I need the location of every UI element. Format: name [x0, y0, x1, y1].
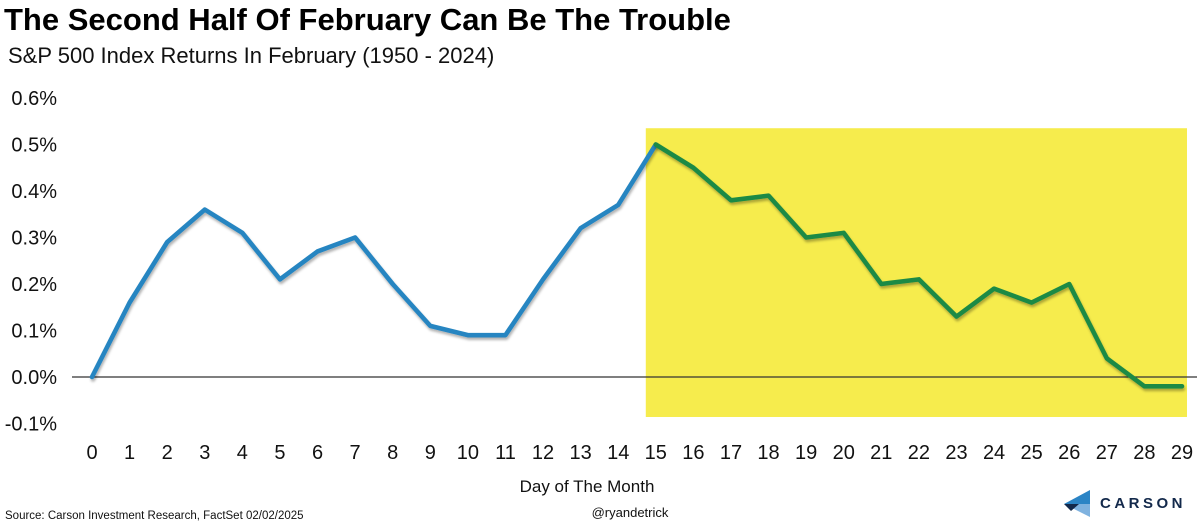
x-tick-label: 4: [237, 442, 248, 464]
twitter-handle: @ryandetrick: [591, 505, 669, 520]
x-tick-label: 11: [495, 442, 516, 464]
x-tick-label: 6: [312, 442, 323, 464]
x-tick-label: 7: [350, 442, 361, 464]
x-tick-label: 15: [645, 442, 667, 464]
x-axis-title: Day of The Month: [519, 477, 655, 496]
x-tick-label: 0: [86, 442, 97, 464]
x-tick-label: 1: [124, 442, 135, 464]
second-half-of-month-line: [653, 142, 1185, 389]
x-tick-label: 18: [757, 442, 779, 464]
y-tick-label: 0.0%: [11, 367, 57, 389]
y-tick-label: 0.2%: [11, 274, 57, 296]
x-tick-label: 28: [1133, 442, 1155, 464]
x-tick-label: 23: [945, 442, 967, 464]
carson-logo-icon: [1064, 490, 1090, 517]
x-tick-label: 21: [870, 442, 892, 464]
x-tick-label: 3: [199, 442, 210, 464]
x-tick-label: 5: [274, 442, 285, 464]
x-tick-label: 10: [457, 442, 479, 464]
x-tick-label: 25: [1021, 442, 1043, 464]
x-tick-label: 19: [795, 442, 817, 464]
y-tick-label: 0.1%: [11, 321, 57, 343]
x-tick-label: 2: [162, 442, 173, 464]
x-tick-label: 17: [720, 442, 742, 464]
x-tick-label: 24: [983, 442, 1005, 464]
x-tick-label: 9: [425, 442, 436, 464]
carson-logo-text: CARSON: [1100, 495, 1187, 512]
x-tick-label: 13: [569, 442, 591, 464]
y-tick-label: 0.6%: [11, 88, 57, 110]
first-half-of-month-line: [89, 142, 659, 380]
y-tick-label: -0.1%: [5, 414, 57, 436]
chart-subtitle: S&P 500 Index Returns In February (1950 …: [8, 43, 495, 68]
x-tick-label: 27: [1096, 442, 1118, 464]
x-tick-label: 26: [1058, 442, 1080, 464]
y-tick-label: 0.5%: [11, 135, 57, 157]
x-tick-label: 16: [682, 442, 704, 464]
y-tick-label: 0.4%: [11, 181, 57, 203]
chart-title: The Second Half Of February Can Be The T…: [4, 2, 731, 37]
source-note: Source: Carson Investment Research, Fact…: [5, 510, 304, 522]
x-tick-label: 22: [908, 442, 930, 464]
x-tick-label: 14: [607, 442, 629, 464]
x-tick-label: 12: [532, 442, 554, 464]
x-tick-label: 20: [833, 442, 855, 464]
x-tick-label: 29: [1171, 442, 1193, 464]
carson-logo: CARSON: [1062, 489, 1186, 518]
highlight-region: [645, 128, 1187, 417]
x-tick-label: 8: [387, 442, 398, 464]
y-tick-label: 0.3%: [11, 228, 57, 250]
